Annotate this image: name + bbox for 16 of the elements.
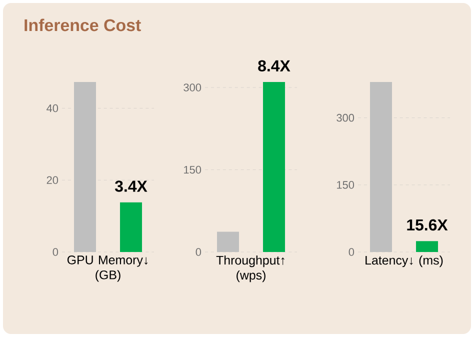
- y-tick-label: 0: [348, 248, 354, 256]
- x-axis-title: Throughput↑ (wps): [216, 256, 284, 282]
- y-tick-label: 150: [337, 181, 354, 189]
- y-tick-label: 300: [336, 114, 354, 122]
- annotation: 3.4X: [114, 180, 148, 192]
- y-tick-label: 0: [196, 248, 202, 256]
- y-tick-label: 20: [46, 176, 58, 184]
- y-tick-label: 40: [46, 104, 58, 112]
- x-axis-title: Latency↓ (ms): [366, 256, 443, 268]
- y-tick-label: 0: [52, 248, 58, 256]
- y-tick-label: 150: [184, 166, 202, 174]
- annotation: 15.6X: [407, 219, 448, 231]
- text: 8.4X: [258, 60, 290, 72]
- y-tick-label: 300: [184, 84, 202, 92]
- chart-title: Inference Cost: [24, 18, 141, 32]
- x-axis-title: GPU Memory↓ (GB): [67, 256, 148, 282]
